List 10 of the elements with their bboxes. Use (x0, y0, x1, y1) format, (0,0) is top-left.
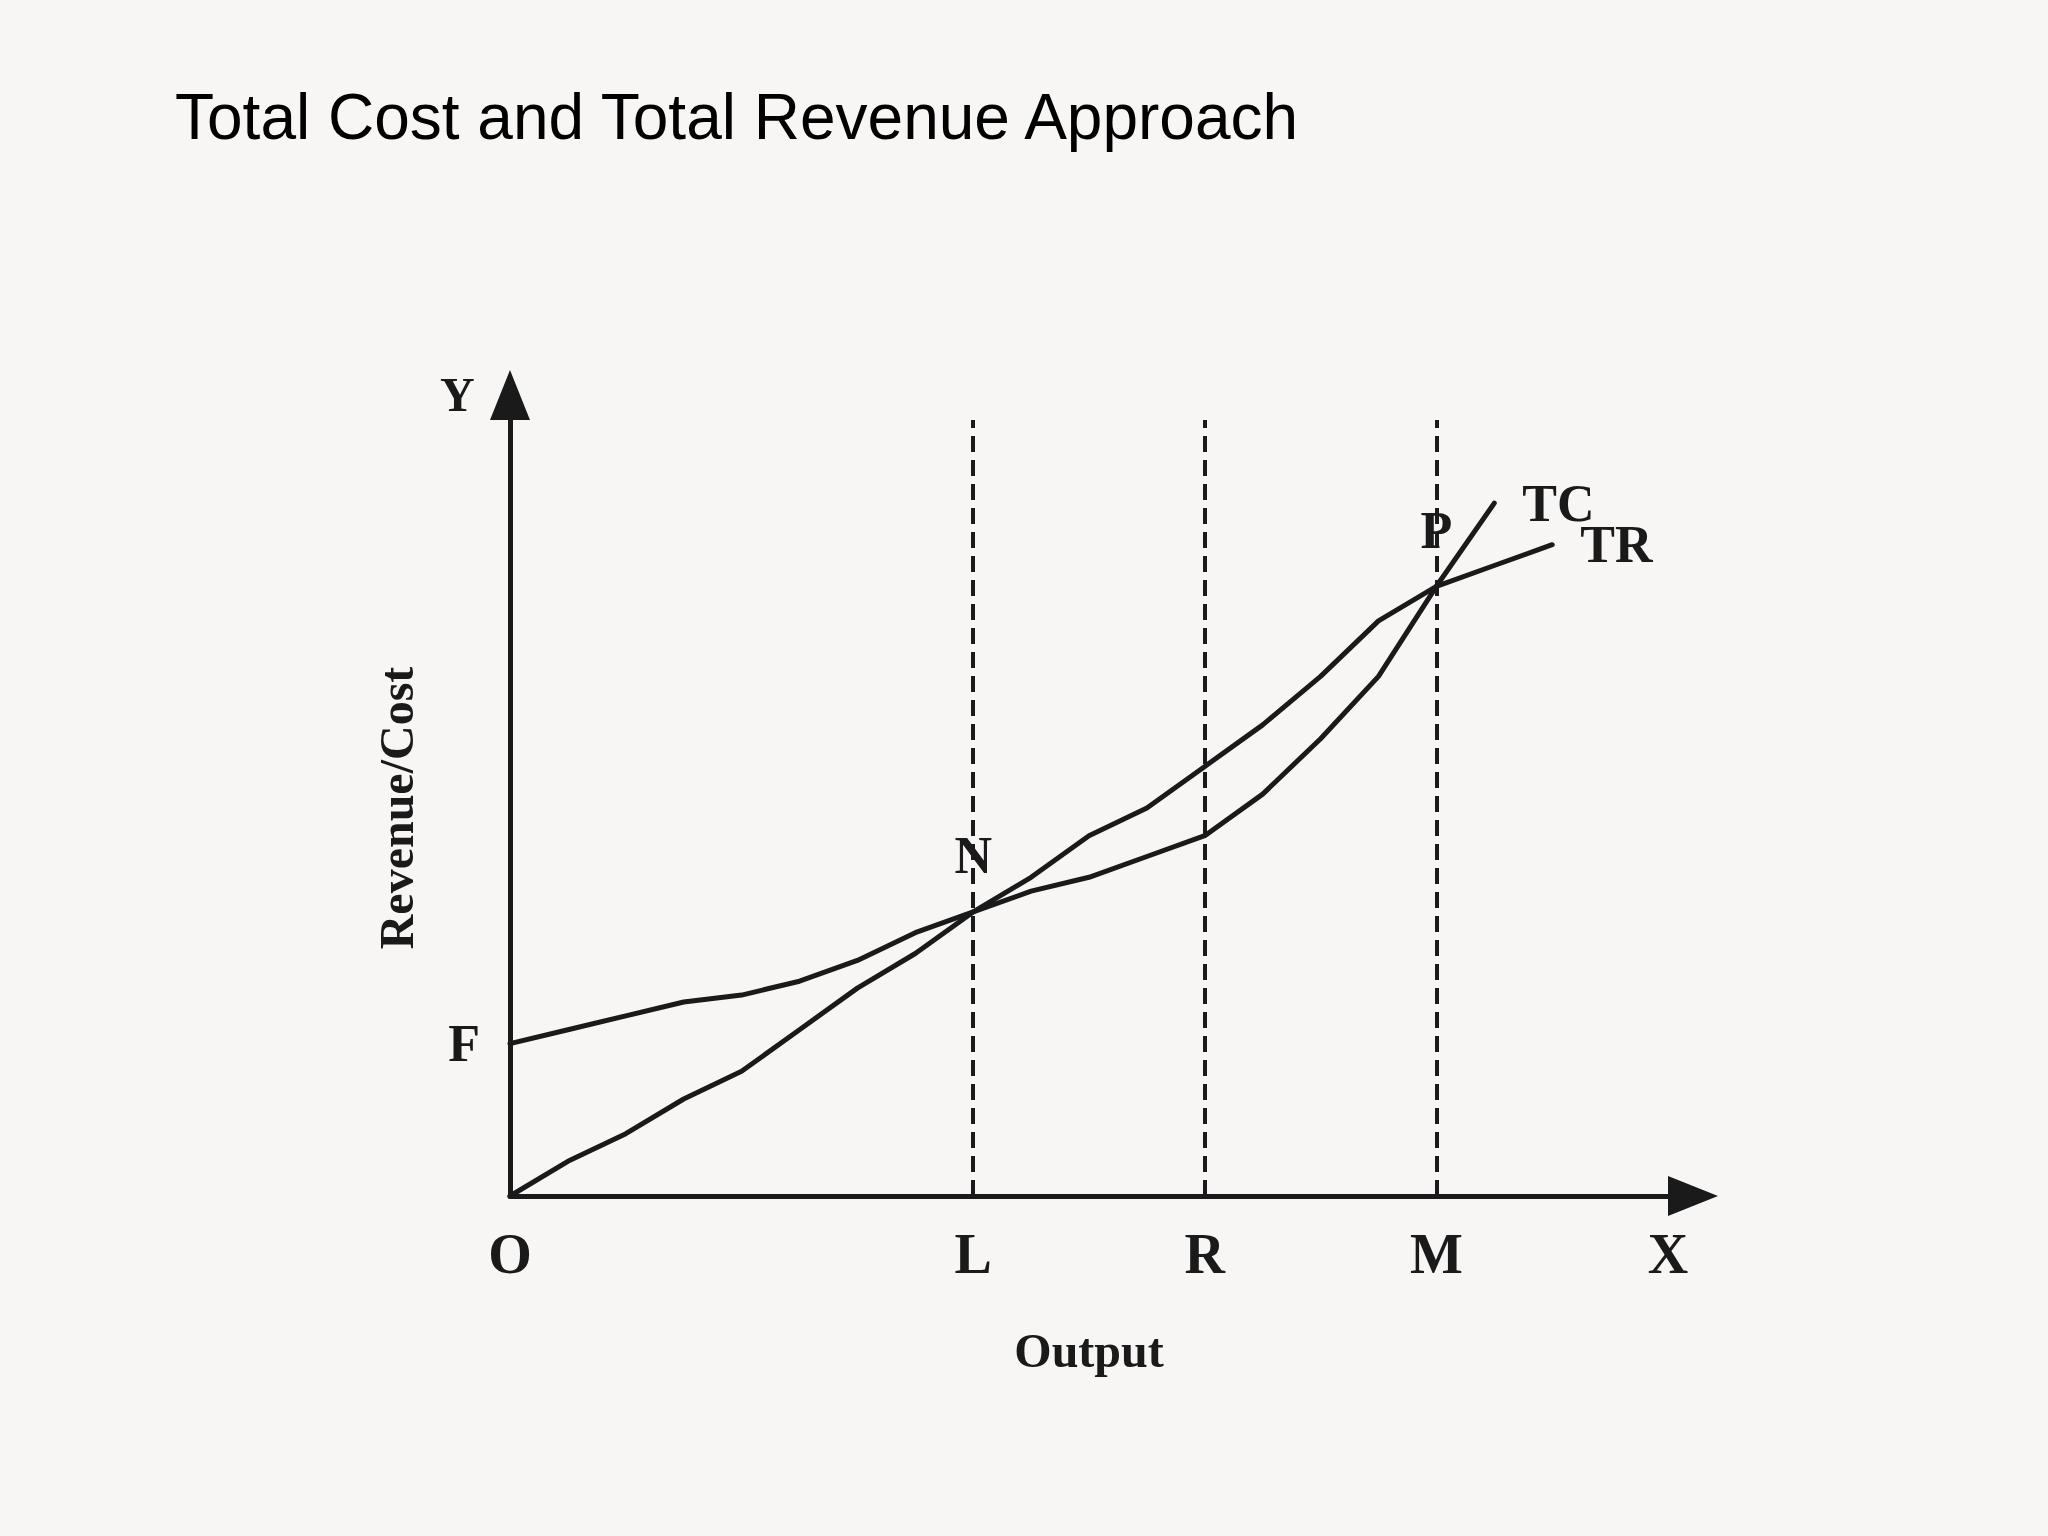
x-tick-label: M (1409, 1223, 1463, 1285)
annotation: F (448, 1015, 480, 1073)
text: Y (440, 367, 475, 421)
x-tick-label: R (1184, 1223, 1226, 1285)
x-tick-label: X (1647, 1223, 1689, 1285)
x-axis-title: Output (1014, 1323, 1164, 1377)
x-tick-label: L (954, 1223, 992, 1285)
y-axis-title: Revenue/Cost (369, 666, 423, 950)
chart-title: Total Cost and Total Revenue Approach (175, 81, 1299, 153)
x-tick-label: O (488, 1223, 532, 1285)
